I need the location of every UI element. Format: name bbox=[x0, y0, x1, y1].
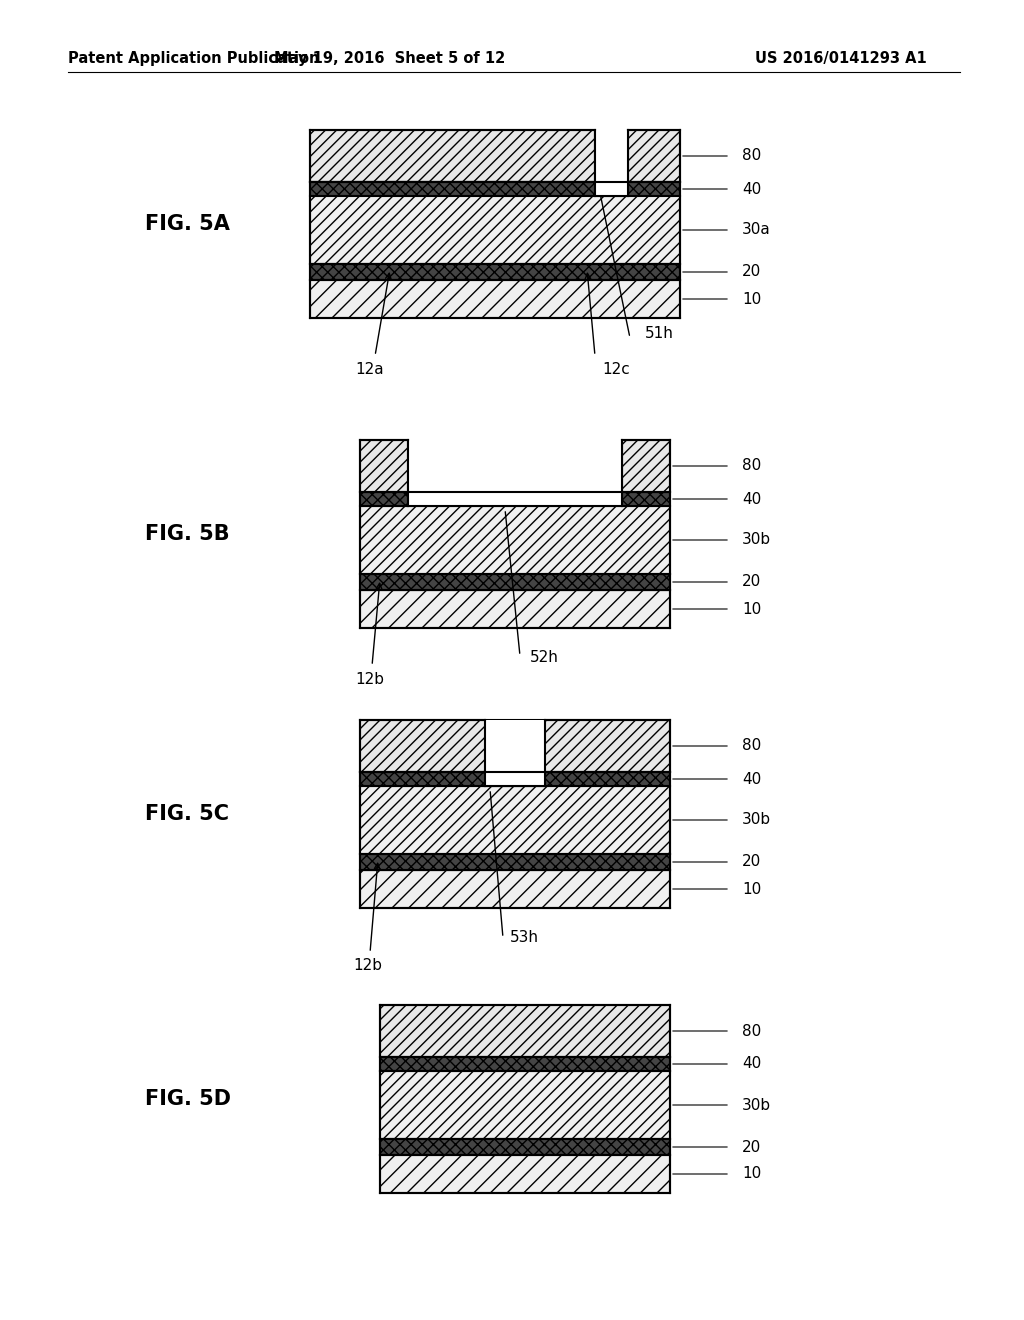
Bar bbox=[360, 870, 670, 908]
Text: 30b: 30b bbox=[742, 813, 771, 828]
Text: May 19, 2016  Sheet 5 of 12: May 19, 2016 Sheet 5 of 12 bbox=[274, 50, 506, 66]
Bar bbox=[380, 1155, 670, 1193]
Bar bbox=[380, 1139, 670, 1155]
Text: 51h: 51h bbox=[645, 326, 674, 342]
Text: 80: 80 bbox=[742, 458, 761, 474]
Bar bbox=[360, 574, 670, 590]
Text: 20: 20 bbox=[742, 264, 761, 280]
Text: 30a: 30a bbox=[742, 223, 771, 238]
Text: FIG. 5B: FIG. 5B bbox=[145, 524, 229, 544]
Text: 20: 20 bbox=[742, 574, 761, 590]
Bar bbox=[360, 492, 408, 506]
Text: 20: 20 bbox=[742, 854, 761, 870]
Text: 10: 10 bbox=[742, 292, 761, 306]
Text: 30b: 30b bbox=[742, 1097, 771, 1113]
Bar bbox=[310, 129, 595, 182]
Text: US 2016/0141293 A1: US 2016/0141293 A1 bbox=[755, 50, 927, 66]
Text: Patent Application Publication: Patent Application Publication bbox=[68, 50, 319, 66]
Bar bbox=[310, 264, 680, 280]
Text: 40: 40 bbox=[742, 1056, 761, 1072]
Bar bbox=[380, 1005, 670, 1057]
Bar bbox=[408, 440, 622, 506]
Bar bbox=[485, 719, 545, 785]
Text: 80: 80 bbox=[742, 149, 761, 164]
Bar bbox=[380, 1057, 670, 1071]
Text: 10: 10 bbox=[742, 602, 761, 616]
Text: 30b: 30b bbox=[742, 532, 771, 548]
Bar bbox=[380, 1071, 670, 1139]
Text: FIG. 5D: FIG. 5D bbox=[145, 1089, 231, 1109]
Text: 53h: 53h bbox=[510, 931, 539, 945]
Text: 12c: 12c bbox=[602, 363, 630, 378]
Bar bbox=[310, 195, 680, 264]
Bar bbox=[360, 785, 670, 854]
Text: 40: 40 bbox=[742, 181, 761, 197]
Text: 20: 20 bbox=[742, 1139, 761, 1155]
Text: 10: 10 bbox=[742, 1167, 761, 1181]
Bar bbox=[622, 440, 670, 492]
Bar bbox=[360, 719, 670, 772]
Text: 10: 10 bbox=[742, 882, 761, 896]
Text: 40: 40 bbox=[742, 491, 761, 507]
Bar bbox=[310, 182, 595, 195]
Text: 12a: 12a bbox=[355, 363, 384, 378]
Text: FIG. 5A: FIG. 5A bbox=[145, 214, 229, 234]
Text: FIG. 5C: FIG. 5C bbox=[145, 804, 229, 824]
Text: 40: 40 bbox=[742, 771, 761, 787]
Bar bbox=[360, 440, 408, 492]
Bar bbox=[595, 129, 628, 195]
Bar bbox=[628, 182, 680, 195]
Text: 80: 80 bbox=[742, 738, 761, 754]
Text: 80: 80 bbox=[742, 1023, 761, 1039]
Bar bbox=[622, 492, 670, 506]
Bar bbox=[360, 590, 670, 628]
Bar bbox=[628, 129, 680, 182]
Text: 12b: 12b bbox=[355, 672, 384, 688]
Bar bbox=[360, 854, 670, 870]
Text: 52h: 52h bbox=[530, 651, 559, 665]
Bar bbox=[360, 506, 670, 574]
Text: 12b: 12b bbox=[353, 958, 383, 974]
Bar bbox=[360, 772, 670, 785]
Bar bbox=[310, 280, 680, 318]
